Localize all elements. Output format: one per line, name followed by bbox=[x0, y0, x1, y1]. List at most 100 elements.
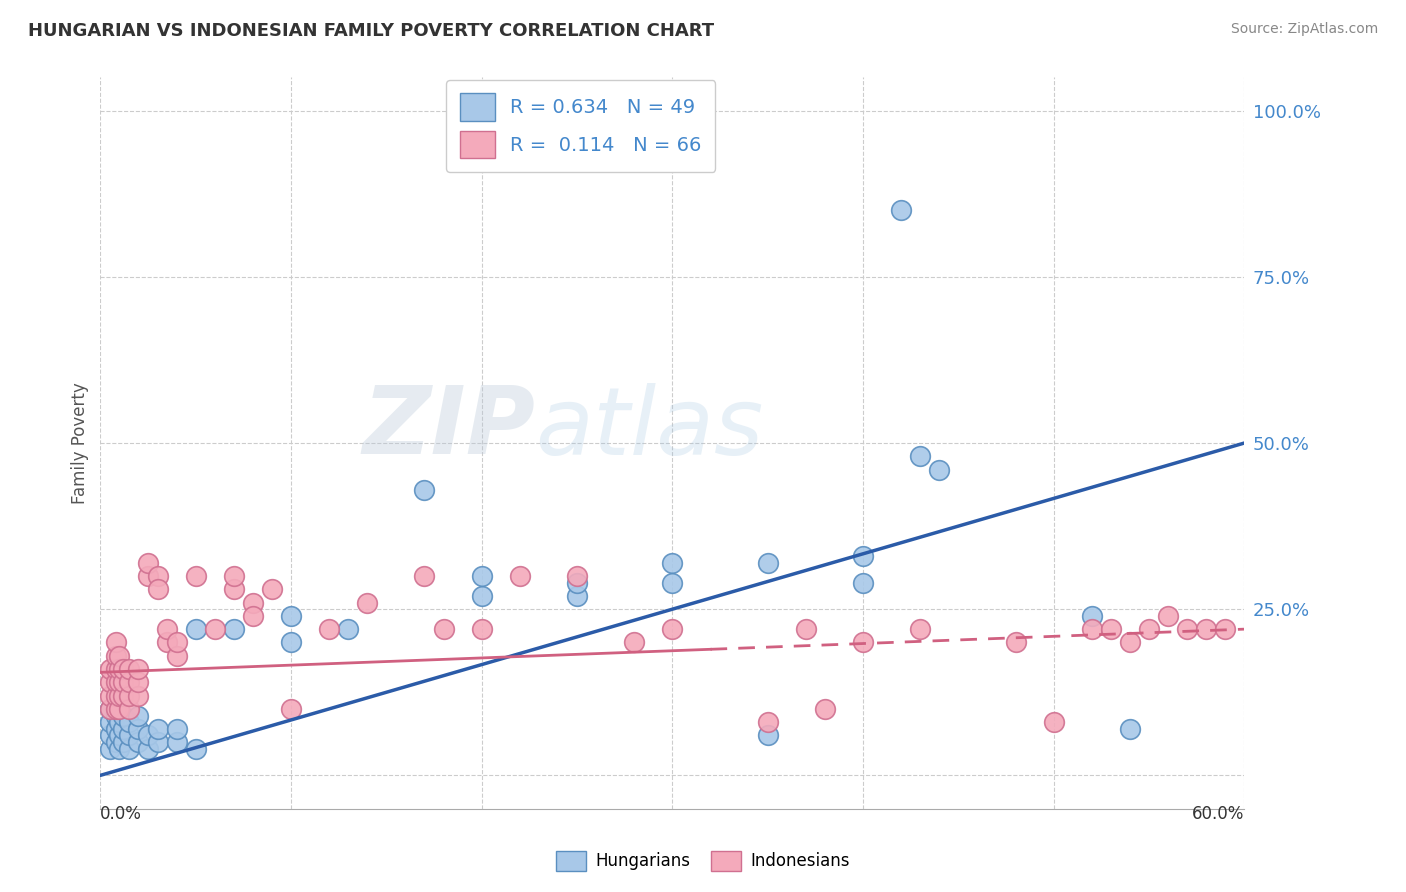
Point bbox=[98, 741, 121, 756]
Point bbox=[136, 556, 159, 570]
Point bbox=[98, 702, 121, 716]
Text: ZIP: ZIP bbox=[363, 383, 536, 475]
Point bbox=[1119, 635, 1142, 649]
Point bbox=[432, 622, 454, 636]
Point bbox=[166, 735, 188, 749]
Point bbox=[565, 569, 588, 583]
Y-axis label: Family Poverty: Family Poverty bbox=[72, 382, 89, 504]
Point bbox=[852, 549, 875, 563]
Point bbox=[146, 582, 169, 597]
Point bbox=[146, 722, 169, 736]
Point bbox=[104, 648, 127, 663]
Point bbox=[108, 662, 131, 676]
Point bbox=[184, 741, 207, 756]
Point bbox=[1195, 622, 1218, 636]
Point bbox=[98, 662, 121, 676]
Point bbox=[118, 741, 141, 756]
Point bbox=[104, 662, 127, 676]
Point bbox=[112, 708, 135, 723]
Point bbox=[127, 735, 149, 749]
Point bbox=[1119, 722, 1142, 736]
Text: 60.0%: 60.0% bbox=[1192, 805, 1244, 823]
Point bbox=[565, 589, 588, 603]
Text: atlas: atlas bbox=[536, 383, 763, 474]
Point bbox=[471, 569, 494, 583]
Point bbox=[127, 662, 149, 676]
Point bbox=[108, 741, 131, 756]
Point bbox=[146, 735, 169, 749]
Point bbox=[1081, 622, 1104, 636]
Point bbox=[204, 622, 226, 636]
Point bbox=[852, 635, 875, 649]
Point bbox=[166, 722, 188, 736]
Point bbox=[222, 582, 245, 597]
Point bbox=[1137, 622, 1160, 636]
Point bbox=[98, 715, 121, 730]
Point bbox=[136, 729, 159, 743]
Point bbox=[814, 702, 837, 716]
Point bbox=[928, 462, 950, 476]
Point bbox=[1042, 715, 1064, 730]
Point bbox=[104, 689, 127, 703]
Point bbox=[104, 722, 127, 736]
Point bbox=[108, 648, 131, 663]
Point bbox=[280, 608, 302, 623]
Point bbox=[127, 708, 149, 723]
Point bbox=[756, 715, 779, 730]
Point bbox=[794, 622, 817, 636]
Point bbox=[104, 708, 127, 723]
Point bbox=[242, 608, 264, 623]
Point bbox=[118, 715, 141, 730]
Point bbox=[104, 635, 127, 649]
Point bbox=[661, 622, 683, 636]
Point bbox=[118, 702, 141, 716]
Point bbox=[471, 589, 494, 603]
Text: HUNGARIAN VS INDONESIAN FAMILY POVERTY CORRELATION CHART: HUNGARIAN VS INDONESIAN FAMILY POVERTY C… bbox=[28, 22, 714, 40]
Point bbox=[156, 635, 179, 649]
Point bbox=[166, 648, 188, 663]
Point bbox=[222, 622, 245, 636]
Point bbox=[112, 675, 135, 690]
Point bbox=[146, 569, 169, 583]
Point bbox=[356, 596, 378, 610]
Point bbox=[910, 622, 932, 636]
Point bbox=[1099, 622, 1122, 636]
Point bbox=[661, 556, 683, 570]
Point bbox=[1213, 622, 1236, 636]
Point bbox=[756, 729, 779, 743]
Point bbox=[112, 722, 135, 736]
Point bbox=[127, 689, 149, 703]
Point bbox=[623, 635, 645, 649]
Point bbox=[509, 569, 531, 583]
Point bbox=[98, 729, 121, 743]
Point bbox=[471, 622, 494, 636]
Point bbox=[318, 622, 340, 636]
Point bbox=[890, 203, 912, 218]
Point bbox=[136, 569, 159, 583]
Point bbox=[112, 689, 135, 703]
Point bbox=[166, 635, 188, 649]
Point bbox=[184, 622, 207, 636]
Point bbox=[112, 735, 135, 749]
Point bbox=[184, 569, 207, 583]
Point bbox=[136, 741, 159, 756]
Point bbox=[852, 575, 875, 590]
Point bbox=[565, 575, 588, 590]
Point bbox=[127, 722, 149, 736]
Point bbox=[1175, 622, 1198, 636]
Point bbox=[1081, 608, 1104, 623]
Point bbox=[242, 596, 264, 610]
Point bbox=[127, 675, 149, 690]
Point bbox=[98, 689, 121, 703]
Text: 0.0%: 0.0% bbox=[100, 805, 142, 823]
Point bbox=[1157, 608, 1180, 623]
Point bbox=[222, 569, 245, 583]
Point bbox=[104, 675, 127, 690]
Point bbox=[104, 689, 127, 703]
Point bbox=[108, 715, 131, 730]
Point bbox=[260, 582, 283, 597]
Point bbox=[280, 635, 302, 649]
Point bbox=[756, 556, 779, 570]
Point bbox=[413, 483, 436, 497]
Point bbox=[108, 675, 131, 690]
